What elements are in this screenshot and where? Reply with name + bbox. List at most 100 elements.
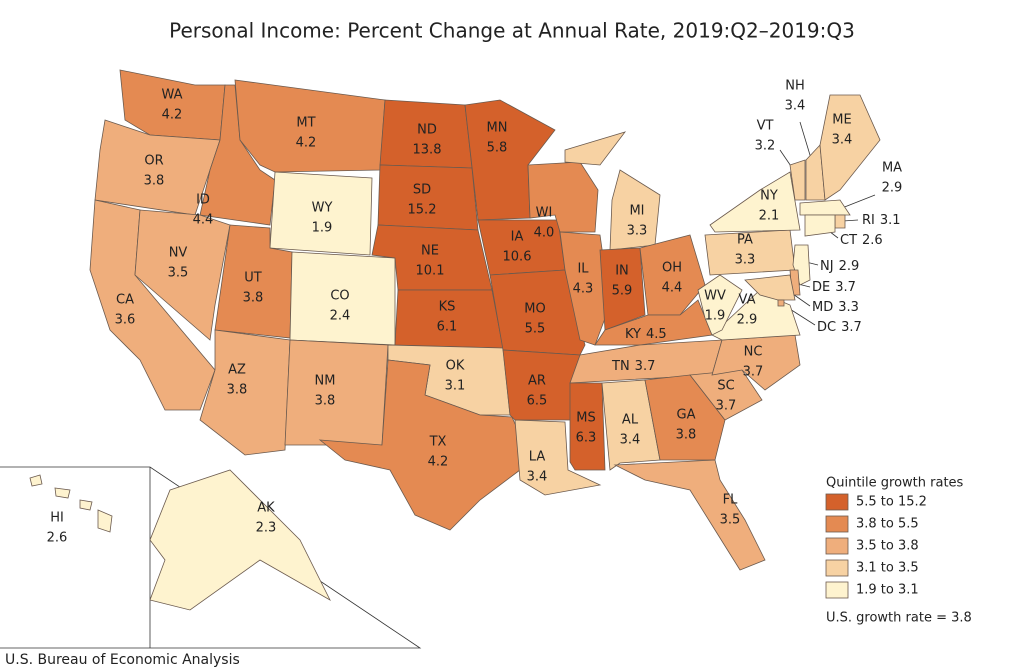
state (569, 382, 606, 471)
state-label: NJ 2.9 (820, 259, 859, 274)
state (613, 459, 766, 571)
state-abbr: AZ (228, 363, 246, 378)
state-abbr: MD (812, 300, 833, 315)
state-value: 3.7 (635, 359, 656, 374)
state-value: 5.5 (525, 322, 546, 337)
state-value: 3.6 (115, 313, 136, 328)
state-value: 3.2 (755, 139, 776, 154)
state-value: 3.3 (627, 224, 648, 239)
state-abbr: TX (429, 435, 447, 450)
state (601, 379, 661, 471)
state-abbr: NV (169, 246, 188, 261)
state (149, 469, 331, 611)
state-value: 3.1 (445, 379, 466, 394)
state-value: 3.7 (841, 320, 862, 335)
state-value: 2.1 (759, 209, 780, 224)
state-abbr: NE (421, 244, 439, 259)
state-value: 13.8 (413, 143, 442, 158)
state-value: 3.3 (838, 300, 859, 315)
state (789, 159, 806, 201)
state-abbr: HI (50, 511, 64, 526)
state (489, 269, 586, 356)
legend-label: 3.1 to 3.5 (856, 561, 919, 576)
state (799, 199, 851, 216)
state-abbr: PA (737, 233, 753, 248)
state-label: CT 2.6 (840, 233, 883, 248)
state-value: 3.7 (835, 280, 856, 295)
state (804, 214, 836, 237)
state-value: 4.2 (428, 455, 449, 470)
state-label: KY 4.5 (625, 327, 667, 342)
state-abbr: TN (611, 359, 630, 374)
state (819, 94, 881, 201)
state-abbr: MA (882, 161, 902, 176)
state (709, 171, 801, 233)
state-abbr: RI (862, 213, 875, 228)
state-value: 2.3 (256, 521, 277, 536)
state-abbr: SD (413, 183, 431, 198)
state-abbr: DC (817, 320, 836, 335)
state-abbr: CT (840, 233, 857, 248)
states (29, 69, 881, 611)
state (777, 299, 785, 307)
state-abbr: UT (244, 271, 262, 286)
state-value: 2.4 (330, 309, 351, 324)
state-value: 3.4 (785, 99, 806, 114)
state-abbr: WV (704, 289, 726, 304)
state-value: 1.9 (312, 221, 333, 236)
state-value: 3.7 (716, 399, 737, 414)
state-abbr: NY (760, 189, 778, 204)
leader-line (841, 194, 876, 209)
state (639, 234, 706, 316)
legend-swatch (825, 515, 849, 533)
source: U.S. Bureau of Economic Analysis (5, 652, 240, 668)
state-value: 3.8 (227, 383, 248, 398)
state-value: 10.6 (503, 250, 532, 265)
state (94, 119, 221, 216)
state-abbr: VA (739, 293, 756, 308)
state-label: TN 3.7 (611, 359, 655, 374)
state (29, 474, 113, 533)
state-abbr: AR (528, 374, 546, 389)
state (594, 299, 713, 346)
state-value: 6.5 (527, 394, 548, 409)
state-abbr: MS (576, 411, 595, 426)
state-value: 4.2 (296, 136, 317, 151)
state-value: 3.4 (527, 470, 548, 485)
state-value: 4.4 (193, 213, 214, 228)
state-value: 1.9 (705, 309, 726, 324)
state (284, 339, 389, 446)
state-value: 6.1 (437, 320, 458, 335)
state-value: 2.6 (47, 531, 68, 546)
state (514, 419, 602, 496)
state-value: 2.6 (862, 233, 883, 248)
state (377, 164, 479, 231)
state-abbr: IA (511, 230, 524, 245)
state-abbr: VT (757, 119, 774, 134)
state-abbr: MI (629, 204, 644, 219)
state (502, 349, 581, 421)
state-abbr: OH (662, 261, 682, 276)
legend-swatch (825, 537, 849, 555)
state-abbr: DE (812, 280, 830, 295)
state-value: 3.5 (168, 266, 189, 281)
state-abbr: NC (744, 345, 763, 360)
state (644, 374, 726, 461)
legend-label: 1.9 to 3.1 (856, 583, 919, 598)
state-value: 4.4 (662, 281, 683, 296)
state-value: 3.4 (620, 433, 641, 448)
state-value: 4.2 (162, 108, 183, 123)
state-value: 2.9 (839, 259, 860, 274)
state-abbr: NJ (820, 259, 834, 274)
legend-title: Quintile growth rates (826, 476, 964, 491)
state-value: 3.5 (720, 513, 741, 528)
state-value: 4.0 (534, 226, 555, 241)
legend-label: 3.5 to 3.8 (856, 539, 919, 554)
state-value: 3.8 (676, 428, 697, 443)
state (269, 171, 373, 256)
state-label: DC 3.7 (817, 320, 862, 335)
state-labels: WA 4.2 OR 3.8 CA 3.6 ID 4.4 NV 3.5 MT 4.2 WY 1.9 UT 3.8… (47, 79, 903, 546)
state-abbr: ME (832, 113, 851, 128)
state-value: 3.3 (735, 253, 756, 268)
state-value: 3.8 (243, 291, 264, 306)
